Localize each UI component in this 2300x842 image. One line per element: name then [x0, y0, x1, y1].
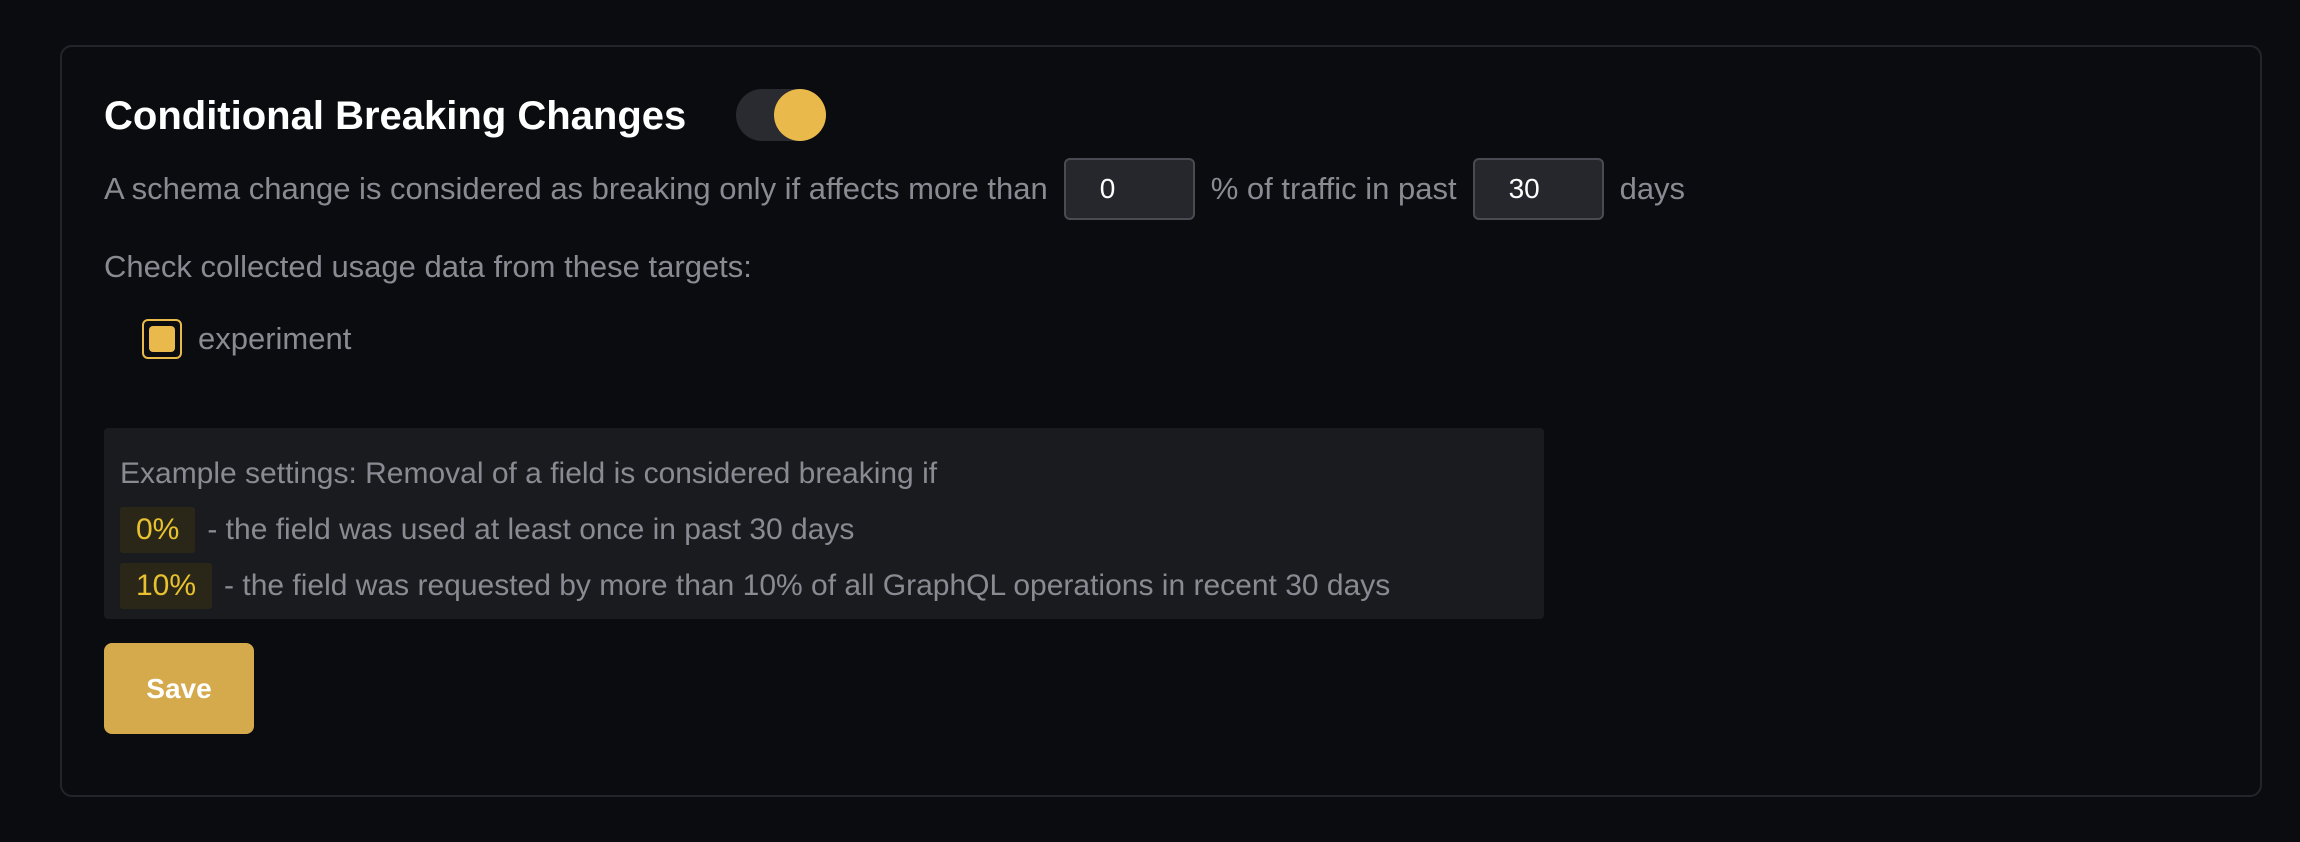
example-badge: 10%: [120, 563, 213, 609]
target-checkbox[interactable]: [142, 319, 182, 359]
example-line: 0% - the field was used at least once in…: [120, 502, 1528, 558]
section-title: Conditional Breaking Changes: [104, 94, 687, 138]
example-text: - the field was used at least once in pa…: [207, 513, 855, 546]
rule-text-after: days: [1619, 171, 1686, 206]
rule-text-before: A schema change is considered as breakin…: [104, 171, 1048, 206]
threshold-rule: A schema change is considered as breakin…: [104, 158, 1685, 220]
target-label: experiment: [198, 321, 352, 356]
days-input[interactable]: [1472, 158, 1604, 220]
toggle-knob: [774, 89, 826, 141]
targets-label: Check collected usage data from these ta…: [104, 249, 752, 284]
save-button[interactable]: Save: [104, 643, 254, 734]
example-heading: Example settings: Removal of a field is …: [120, 457, 938, 490]
example-settings-box: Example settings: Removal of a field is …: [104, 428, 1544, 619]
conditional-breaking-changes-card: Conditional Breaking Changes A schema ch…: [60, 45, 2262, 797]
target-item-experiment[interactable]: experiment: [142, 319, 351, 359]
enable-toggle[interactable]: [736, 89, 826, 141]
example-text: - the field was requested by more than 1…: [224, 569, 1391, 602]
percentage-input[interactable]: [1063, 158, 1195, 220]
example-line: 10% - the field was requested by more th…: [120, 558, 1528, 614]
rule-text-middle: % of traffic in past: [1210, 171, 1457, 206]
checkbox-checked-indicator: [149, 326, 175, 352]
example-badge: 0%: [120, 507, 196, 553]
